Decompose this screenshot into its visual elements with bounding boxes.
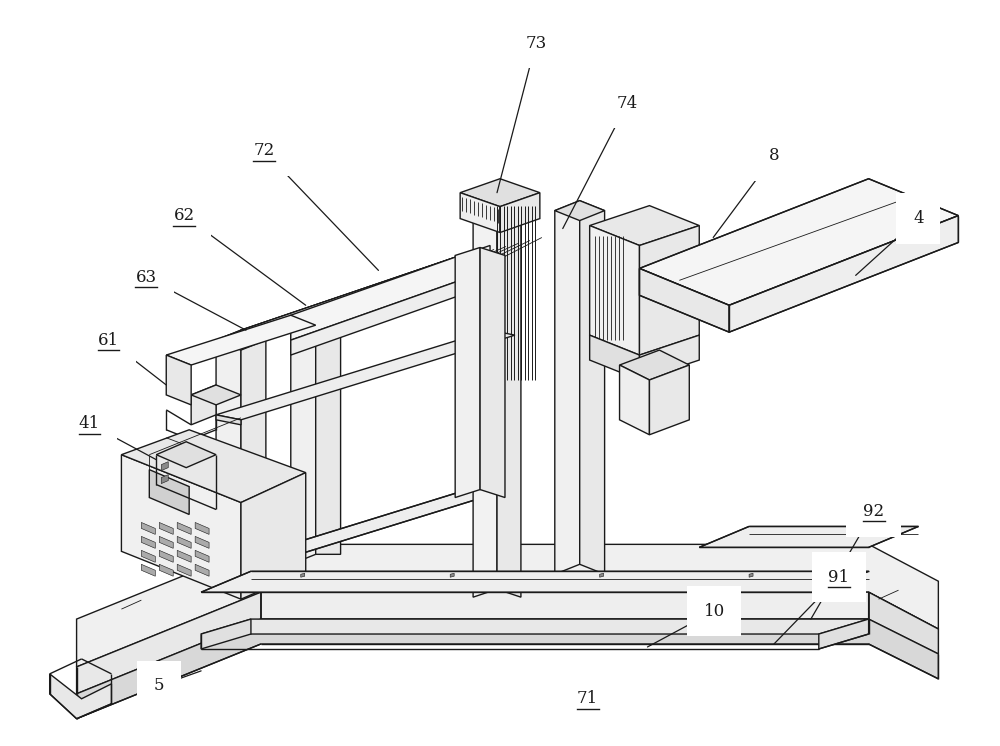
Polygon shape	[590, 225, 639, 355]
Polygon shape	[216, 483, 515, 572]
Polygon shape	[241, 258, 490, 348]
Polygon shape	[191, 385, 241, 405]
Polygon shape	[620, 350, 689, 380]
Polygon shape	[141, 536, 155, 548]
Polygon shape	[156, 442, 216, 468]
Polygon shape	[191, 385, 216, 424]
Polygon shape	[749, 573, 753, 577]
Polygon shape	[241, 245, 515, 333]
Polygon shape	[241, 330, 266, 336]
Polygon shape	[77, 545, 938, 667]
Polygon shape	[177, 536, 191, 548]
Polygon shape	[166, 316, 316, 365]
Polygon shape	[649, 365, 689, 435]
Polygon shape	[639, 225, 699, 355]
Polygon shape	[869, 592, 938, 654]
Polygon shape	[241, 330, 266, 567]
Polygon shape	[216, 330, 241, 577]
Polygon shape	[195, 564, 209, 576]
Text: 71: 71	[577, 690, 598, 707]
Polygon shape	[177, 522, 191, 534]
Text: 62: 62	[174, 207, 195, 224]
Polygon shape	[149, 470, 189, 515]
Polygon shape	[159, 522, 173, 534]
Polygon shape	[161, 474, 168, 483]
Text: 5: 5	[154, 677, 165, 695]
Polygon shape	[216, 415, 241, 424]
Polygon shape	[161, 462, 168, 471]
Polygon shape	[600, 573, 604, 577]
Polygon shape	[166, 355, 191, 405]
Polygon shape	[216, 330, 266, 350]
Polygon shape	[473, 192, 521, 209]
Polygon shape	[141, 522, 155, 534]
Polygon shape	[639, 179, 958, 305]
Text: 61: 61	[98, 332, 119, 348]
Polygon shape	[195, 522, 209, 534]
Polygon shape	[159, 564, 173, 576]
Polygon shape	[77, 592, 261, 694]
Polygon shape	[121, 430, 306, 503]
Polygon shape	[195, 536, 209, 548]
Polygon shape	[590, 335, 639, 380]
Polygon shape	[177, 551, 191, 562]
Polygon shape	[201, 619, 251, 649]
Polygon shape	[729, 216, 958, 332]
Text: 63: 63	[136, 269, 157, 286]
Polygon shape	[121, 455, 241, 599]
Polygon shape	[291, 316, 341, 335]
Polygon shape	[50, 674, 111, 718]
Polygon shape	[819, 619, 869, 649]
Polygon shape	[639, 269, 729, 332]
Polygon shape	[301, 573, 305, 577]
Text: 8: 8	[769, 147, 779, 164]
Polygon shape	[639, 335, 699, 380]
Polygon shape	[450, 573, 454, 577]
Text: 74: 74	[617, 95, 638, 111]
Polygon shape	[201, 571, 869, 592]
Polygon shape	[497, 192, 521, 597]
Text: 4: 4	[913, 210, 924, 227]
Polygon shape	[480, 248, 505, 498]
Polygon shape	[473, 192, 497, 597]
Polygon shape	[291, 255, 460, 340]
Polygon shape	[241, 245, 490, 343]
Text: 91: 91	[828, 568, 849, 586]
Polygon shape	[216, 330, 515, 420]
Polygon shape	[195, 551, 209, 562]
Polygon shape	[580, 201, 605, 574]
Polygon shape	[819, 573, 823, 577]
Polygon shape	[316, 316, 341, 554]
Polygon shape	[141, 564, 155, 576]
Polygon shape	[241, 473, 306, 599]
Polygon shape	[159, 536, 173, 548]
Polygon shape	[455, 248, 480, 498]
Polygon shape	[590, 206, 699, 245]
Polygon shape	[291, 316, 316, 564]
Text: 92: 92	[863, 503, 884, 520]
Polygon shape	[555, 201, 580, 574]
Polygon shape	[201, 619, 869, 634]
Text: 73: 73	[525, 35, 546, 51]
Polygon shape	[460, 179, 540, 207]
Polygon shape	[620, 365, 649, 435]
Polygon shape	[216, 567, 241, 582]
Text: 10: 10	[704, 603, 725, 620]
Polygon shape	[177, 564, 191, 576]
Polygon shape	[77, 619, 938, 718]
Polygon shape	[159, 551, 173, 562]
Text: 41: 41	[79, 416, 100, 433]
Polygon shape	[460, 192, 500, 233]
Text: 72: 72	[253, 142, 275, 160]
Polygon shape	[555, 201, 605, 221]
Polygon shape	[291, 280, 460, 355]
Polygon shape	[699, 527, 918, 548]
Polygon shape	[500, 192, 540, 233]
Polygon shape	[261, 592, 938, 654]
Polygon shape	[141, 551, 155, 562]
